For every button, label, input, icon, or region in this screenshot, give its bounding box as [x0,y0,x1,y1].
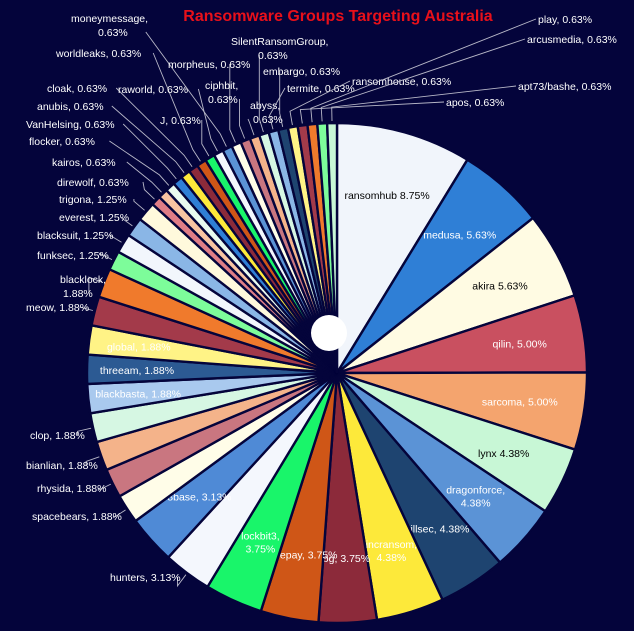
slice-label-threeam: threeam, 1.88% [100,365,174,377]
leader-line-everest [120,217,133,227]
slice-label-flocker: flocker, 0.63% [29,136,95,148]
slice-label-killsec: killsec, 4.38% [405,524,469,536]
leader-line-meow [79,306,94,311]
slice-label-safepay: safepay, 3.75% [266,550,338,562]
slice-label-8base: 8base, 3.13% [167,492,231,504]
slice-label-moneymessage: moneymessage, 0.63% [71,13,148,39]
slice-label-qilin: qilin, 5.00% [493,339,547,351]
pie-slice-apt73-bashe [325,121,339,374]
leader-line-kairos [126,161,162,193]
leader-line-blacksuit [109,234,122,243]
slice-label-akira: akira 5.63% [472,281,527,293]
slice-label-kairos: kairos, 0.63% [52,157,116,169]
slice-label-j: J, 0.63% [160,115,201,127]
slice-label-sarcoma: sarcoma, 5.00% [482,397,558,409]
leader-line-bianlian [85,456,100,465]
slice-label-ransomhub: ransomhub 8.75% [344,190,429,202]
slice-label-apt73-bashe: apt73/bashe, 0.63% [518,81,611,93]
leader-line-abyss [247,118,255,136]
slice-label-bianlian: bianlian, 1.88% [26,460,98,472]
slice-label-arcusmedia: arcusmedia, 0.63% [527,34,617,46]
slice-label-hunters: hunters, 3.13% [110,572,181,584]
slice-label-blacklock: blacklock, 1.88% [60,274,106,300]
slice-label-incransom: incransom, 4.38% [366,539,417,564]
slice-label-everest: everest, 1.25% [59,212,129,224]
slice-label-clop: clop, 1.88% [30,430,85,442]
slice-label-fog: fog, 3.75% [320,553,370,565]
leader-line-anubis [111,105,185,173]
slice-label-blacksuit: blacksuit, 1.25% [37,230,113,242]
slice-label-play: play, 0.63% [538,14,592,26]
leader-line-worldleaks [152,52,201,162]
slice-label-ransomhouse: ransomhouse, 0.63% [352,76,451,88]
leader-line-direwolf [142,181,155,200]
slice-label-cloak: cloak, 0.63% [47,83,107,95]
leader-line-apt73-bashe [331,85,517,122]
slice-label-worldleaks: worldleaks, 0.63% [55,48,141,60]
slice-label-meow: meow, 1.88% [26,302,89,314]
chart-title: Ransomware Groups Targeting Australia [183,8,493,25]
leader-line-blacklock [88,276,103,293]
pie-center-hub [311,315,347,351]
slice-label-abyss: abyss, 0.63% [250,100,283,126]
slice-label-apos: apos, 0.63% [446,97,504,109]
slice-label-morpheus: morpheus, 0.63% [168,59,250,71]
slice-label-blackbasta: blackbasta, 1.88% [95,389,181,401]
slice-label-spacebears: spacebears, 1.88% [32,511,122,523]
leader-line-play [310,18,537,123]
leader-line-trigona [133,199,145,211]
slice-label-direwolf: direwolf, 0.63% [57,177,129,189]
leader-line-apos [299,101,445,124]
leader-line-raworld [197,88,218,152]
slice-label-termite: termite, 0.63% [287,83,355,95]
leader-line-vanhelsing [122,123,177,180]
slice-label-silentransomgroup: SilentRansomGroup, 0.63% [231,36,328,62]
slice-label-ciphbit: ciphbit, 0.63% [205,80,238,106]
slice-label-embargo: embargo, 0.63% [263,66,340,78]
leader-line-embargo [279,71,284,127]
slice-label-trigona: trigona, 1.25% [59,194,127,206]
slice-label-vanhelsing: VanHelsing, 0.63% [26,119,115,131]
leader-line-ciphbit [239,99,246,139]
leader-line-j [201,120,210,157]
slice-label-rhysida: rhysida, 1.88% [37,483,106,495]
slice-label-dragonforce: dragonforce, 4.38% [446,484,505,509]
leader-line-ransomhouse [289,80,351,126]
slice-label-lockbit3: lockbit3, 3.75% [241,530,280,555]
leader-line-rhysida [97,483,111,492]
leader-line-moneymessage [145,31,227,147]
slice-label-anubis: anubis, 0.63% [37,101,104,113]
leader-line-arcusmedia [320,38,526,122]
leader-line-funksec [99,252,113,261]
slice-label-raworld: raworld, 0.63% [118,84,188,96]
slice-label-lynx: lynx 4.38% [478,448,529,460]
slice-label-global: global, 1.88% [107,342,171,354]
leader-line-morpheus [229,64,236,143]
leader-line-cloak [115,87,193,168]
leader-line-spacebears [113,509,126,519]
slice-label-funksec: funksec, 1.25% [37,250,109,262]
pie-slice-ransomhub [335,121,470,378]
leader-line-hunters [177,574,187,588]
leader-line-silentransomgroup [258,55,264,133]
leader-line-flocker [109,140,170,186]
leader-line-clop [77,427,92,435]
slice-label-medusa: medusa, 5.63% [423,230,496,242]
